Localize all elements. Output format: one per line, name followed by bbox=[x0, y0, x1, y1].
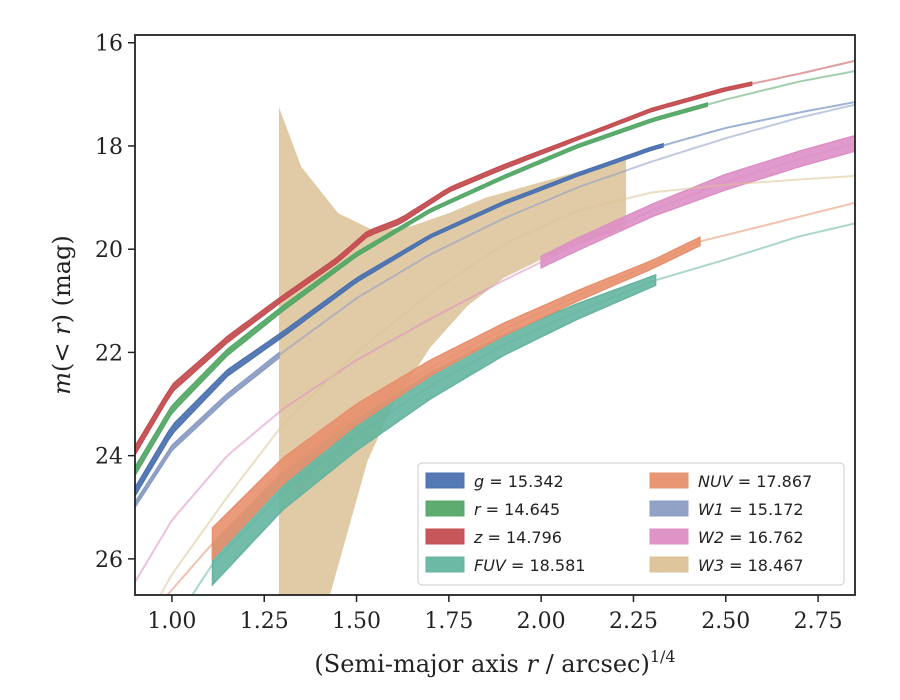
w3-uncertainty-band bbox=[279, 107, 627, 595]
legend-label-z: z = 14.796 bbox=[473, 528, 562, 547]
legend-swatch-nuv bbox=[649, 472, 689, 489]
series-line-g bbox=[135, 101, 855, 493]
x-tick-label: 1.50 bbox=[332, 609, 381, 634]
plot-frame bbox=[134, 34, 856, 596]
legend-swatch-g bbox=[425, 472, 465, 489]
x-tick-label: 2.00 bbox=[517, 609, 566, 634]
x-tick-label: 2.50 bbox=[701, 609, 750, 634]
series-band-z bbox=[135, 81, 753, 457]
y-tick-label: 18 bbox=[95, 135, 123, 160]
x-tick-label: 1.75 bbox=[424, 609, 473, 634]
legend-swatch-r bbox=[425, 500, 465, 517]
plot-area bbox=[135, 59, 855, 595]
series-band-nuv bbox=[211, 236, 701, 561]
y-tick-label: 24 bbox=[95, 445, 123, 470]
x-tick-label: 1.00 bbox=[147, 609, 196, 634]
x-tick-label: 2.25 bbox=[609, 609, 658, 634]
x-axis: 1.00 1.25 1.50 1.75 2.00 2.25 2.50 2.75 bbox=[147, 595, 843, 634]
legend-label-w1: W1 = 15.172 bbox=[698, 500, 804, 519]
y-tick-label: 20 bbox=[95, 238, 123, 263]
series-line-w3 bbox=[159, 174, 855, 595]
y-tick-label: 22 bbox=[95, 341, 123, 366]
legend-label-r: r = 14.645 bbox=[474, 500, 560, 519]
y-axis-label: m(< r) (mag) bbox=[48, 235, 76, 395]
legend-swatch-w1 bbox=[649, 500, 689, 517]
legend-swatch-w3 bbox=[649, 556, 689, 573]
legend-label-fuv: FUV = 18.581 bbox=[474, 556, 585, 575]
y-tick-label: 16 bbox=[95, 32, 123, 57]
legend-box bbox=[417, 462, 845, 586]
y-tick-label: 26 bbox=[95, 548, 123, 573]
legend-label-w2: W2 = 16.762 bbox=[698, 528, 804, 547]
series-band-w2 bbox=[540, 134, 855, 269]
legend-label-g: g = 15.342 bbox=[474, 472, 564, 491]
series-band-r bbox=[135, 102, 709, 477]
series-band-w1 bbox=[135, 351, 280, 509]
legend-label-nuv: NUV = 17.867 bbox=[698, 472, 812, 491]
legend-swatch-w2 bbox=[649, 528, 689, 545]
x-tick-label: 2.75 bbox=[794, 609, 843, 634]
series-line-w1 bbox=[135, 103, 855, 506]
x-tick-label: 1.25 bbox=[240, 609, 289, 634]
legend-swatch-z bbox=[425, 528, 465, 545]
legend: g = 15.342 r = 14.645 z = 14.796 FUV = 18.5… bbox=[417, 462, 845, 586]
series-band-g bbox=[135, 142, 664, 498]
y-axis: 16 18 20 22 24 26 bbox=[95, 32, 135, 573]
x-axis-label: (Semi-major axis r / arcsec)1/4 bbox=[314, 647, 675, 678]
legend-swatch-fuv bbox=[425, 556, 465, 573]
legend-label-w3: W3 = 18.467 bbox=[698, 556, 804, 575]
